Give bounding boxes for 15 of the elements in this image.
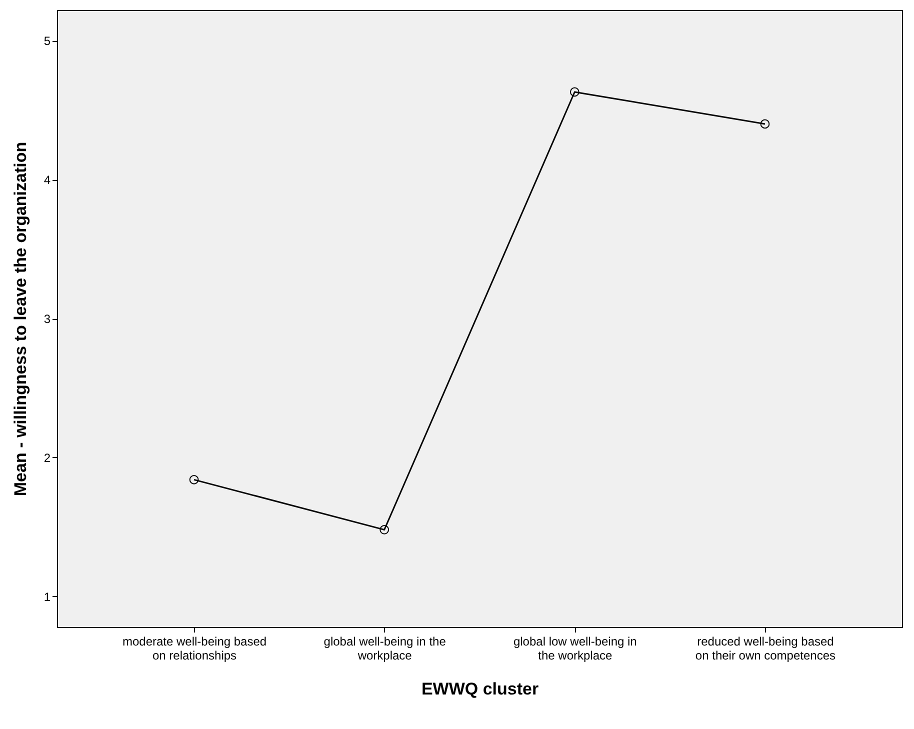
y-tick-label: 3 <box>44 312 51 326</box>
x-tick-label: global well-being in the workplace <box>324 634 446 662</box>
y-axis-title: Mean - willingness to leave the organization <box>10 142 30 496</box>
point <box>760 119 770 129</box>
x-tick-label: reduced well-being based on their own competences <box>695 634 836 662</box>
y-tick-label: 1 <box>44 590 51 604</box>
y-tick-label: 5 <box>44 34 51 48</box>
x-tick-label: moderate well-being based on relationships <box>122 634 267 662</box>
point <box>570 87 580 97</box>
x-tick-label: global low well-being in the workplace <box>513 634 637 662</box>
point <box>380 525 390 534</box>
point <box>189 475 199 484</box>
y-tick-label: 4 <box>44 173 51 188</box>
y-tick-label: 2 <box>44 450 51 465</box>
x-axis-title: EWWQ cluster <box>421 680 539 698</box>
